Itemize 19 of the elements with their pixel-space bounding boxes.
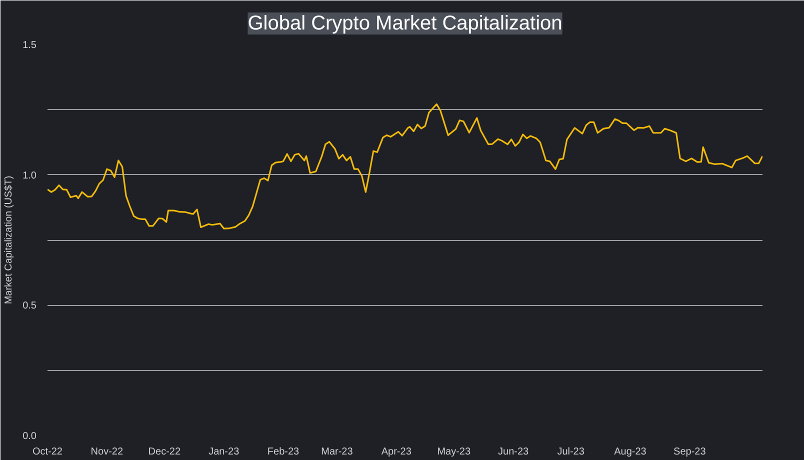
x-tick-label: Oct-22 bbox=[32, 446, 63, 458]
y-tick-label: 1.0 bbox=[22, 170, 37, 182]
y-tick-label: 1.5 bbox=[22, 40, 37, 51]
x-tick-label: Apr-23 bbox=[381, 446, 412, 458]
x-tick-label: Jun-23 bbox=[498, 446, 530, 458]
x-tick-label: Sep-23 bbox=[674, 446, 706, 458]
x-tick-label: Aug-23 bbox=[614, 446, 647, 458]
x-tick-label: Dec-22 bbox=[148, 446, 181, 458]
line-series bbox=[48, 103, 762, 230]
x-tick-label: Mar-23 bbox=[321, 446, 354, 458]
x-tick-label: Jul-23 bbox=[557, 446, 585, 458]
x-tick-label: Nov-22 bbox=[90, 446, 124, 458]
x-tick-label: May-23 bbox=[437, 446, 471, 458]
y-axis-title: Market Capitalization (US$T) bbox=[4, 176, 15, 304]
x-tick-label: Feb-23 bbox=[267, 446, 300, 458]
y-tick-label: 0.0 bbox=[22, 431, 37, 442]
chart-title: Global Crypto Market Capitalization bbox=[248, 12, 562, 34]
y-tick-label: 0.5 bbox=[22, 300, 37, 312]
x-tick-label: Jan-23 bbox=[208, 446, 240, 458]
